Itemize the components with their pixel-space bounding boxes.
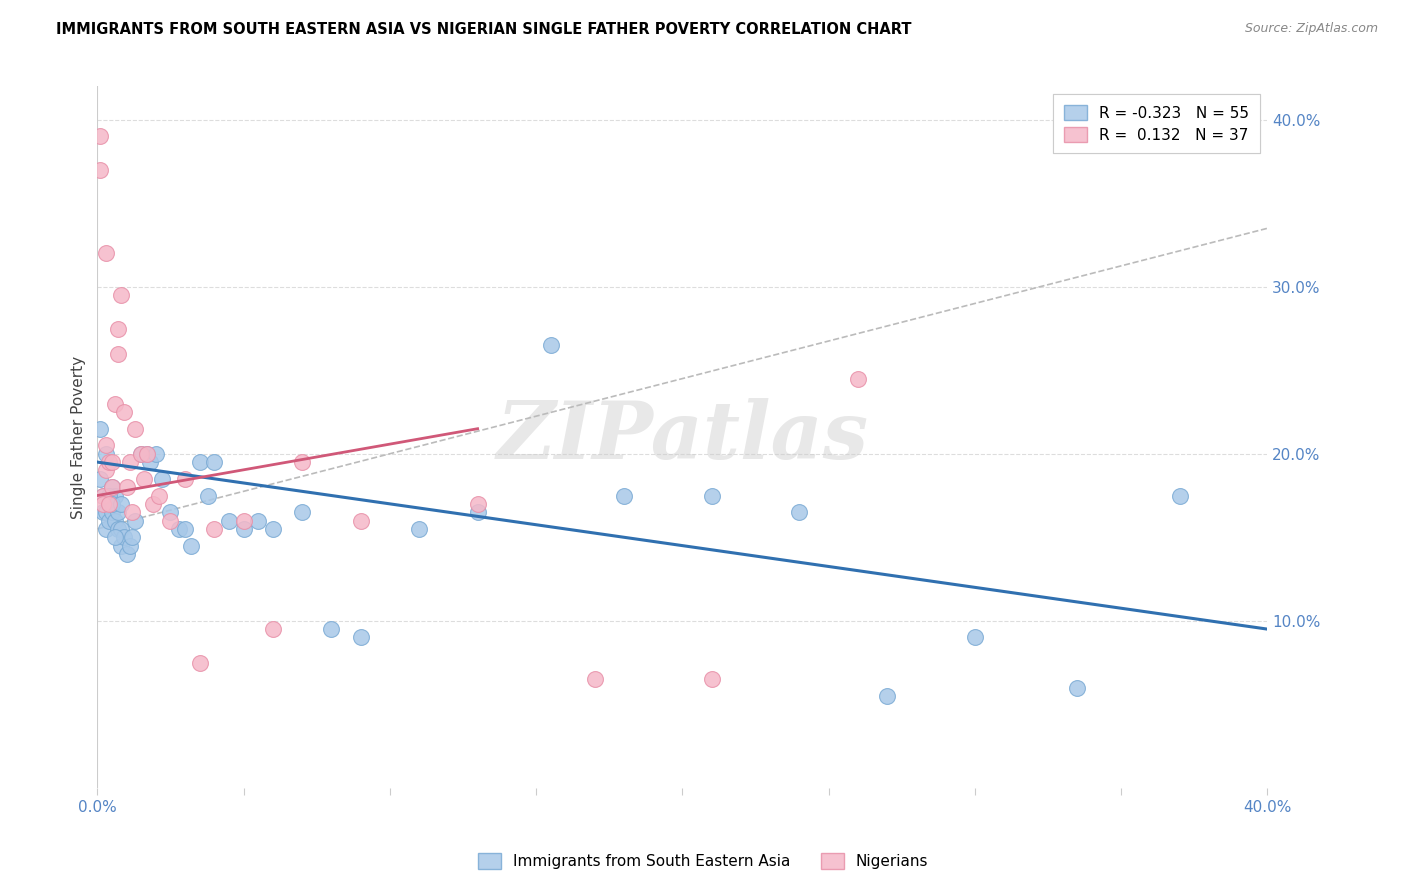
Point: [104, 489, 127, 503]
Point: [94, 447, 117, 461]
Y-axis label: Single Father Poverty: Single Father Poverty: [72, 356, 86, 518]
Point: [1066, 681, 1088, 695]
Point: [129, 447, 152, 461]
Point: [232, 522, 254, 536]
Point: [112, 405, 135, 419]
Point: [613, 489, 636, 503]
Point: [150, 472, 173, 486]
Point: [91, 497, 114, 511]
Point: [110, 288, 132, 302]
Point: [159, 505, 181, 519]
Point: [89, 472, 111, 486]
Legend: Immigrants from South Eastern Asia, Nigerians: Immigrants from South Eastern Asia, Nige…: [471, 847, 935, 875]
Point: [321, 622, 343, 636]
Point: [118, 539, 141, 553]
Point: [159, 514, 181, 528]
Point: [101, 480, 124, 494]
Point: [94, 505, 117, 519]
Point: [110, 522, 132, 536]
Point: [107, 346, 129, 360]
Point: [107, 321, 129, 335]
Point: [349, 514, 371, 528]
Point: [262, 622, 284, 636]
Point: [124, 422, 146, 436]
Point: [121, 530, 143, 544]
Point: [136, 447, 159, 461]
Point: [136, 447, 159, 461]
Point: [349, 631, 371, 645]
Point: [101, 455, 124, 469]
Point: [963, 631, 986, 645]
Point: [98, 497, 121, 511]
Point: [202, 522, 225, 536]
Point: [89, 129, 111, 144]
Point: [129, 447, 152, 461]
Point: [91, 489, 114, 503]
Point: [89, 422, 111, 436]
Point: [467, 497, 489, 511]
Point: [262, 522, 284, 536]
Point: [107, 505, 129, 519]
Text: Source: ZipAtlas.com: Source: ZipAtlas.com: [1244, 22, 1378, 36]
Point: [218, 514, 240, 528]
Point: [101, 497, 124, 511]
Point: [112, 530, 135, 544]
Point: [139, 455, 162, 469]
Point: [121, 505, 143, 519]
Point: [134, 472, 156, 486]
Point: [91, 489, 114, 503]
Point: [104, 514, 127, 528]
Point: [232, 514, 254, 528]
Point: [142, 497, 165, 511]
Point: [174, 472, 197, 486]
Point: [202, 455, 225, 469]
Point: [98, 489, 121, 503]
Point: [104, 397, 127, 411]
Point: [94, 463, 117, 477]
Point: [583, 672, 606, 686]
Point: [247, 514, 270, 528]
Point: [118, 455, 141, 469]
Point: [188, 656, 211, 670]
Point: [197, 489, 219, 503]
Point: [124, 514, 146, 528]
Point: [291, 455, 314, 469]
Point: [110, 497, 132, 511]
Point: [467, 505, 489, 519]
Point: [148, 489, 170, 503]
Point: [104, 530, 127, 544]
Point: [180, 539, 202, 553]
Point: [145, 447, 167, 461]
Point: [110, 539, 132, 553]
Text: ZIPatlas: ZIPatlas: [496, 399, 869, 475]
Point: [700, 489, 723, 503]
Point: [98, 489, 121, 503]
Point: [89, 162, 111, 177]
Point: [94, 438, 117, 452]
Point: [107, 522, 129, 536]
Point: [408, 522, 430, 536]
Text: IMMIGRANTS FROM SOUTH EASTERN ASIA VS NIGERIAN SINGLE FATHER POVERTY CORRELATION: IMMIGRANTS FROM SOUTH EASTERN ASIA VS NI…: [56, 22, 911, 37]
Point: [101, 480, 124, 494]
Point: [167, 522, 190, 536]
Point: [846, 371, 869, 385]
Point: [91, 505, 114, 519]
Point: [94, 246, 117, 260]
Point: [98, 455, 121, 469]
Point: [94, 522, 117, 536]
Point: [789, 505, 811, 519]
Point: [101, 505, 124, 519]
Point: [174, 522, 197, 536]
Point: [291, 505, 314, 519]
Point: [876, 689, 898, 703]
Point: [1168, 489, 1191, 503]
Legend: R = -0.323   N = 55, R =  0.132   N = 37: R = -0.323 N = 55, R = 0.132 N = 37: [1053, 94, 1260, 153]
Point: [115, 547, 138, 561]
Point: [188, 455, 211, 469]
Point: [700, 672, 723, 686]
Point: [98, 514, 121, 528]
Point: [115, 480, 138, 494]
Point: [540, 338, 562, 352]
